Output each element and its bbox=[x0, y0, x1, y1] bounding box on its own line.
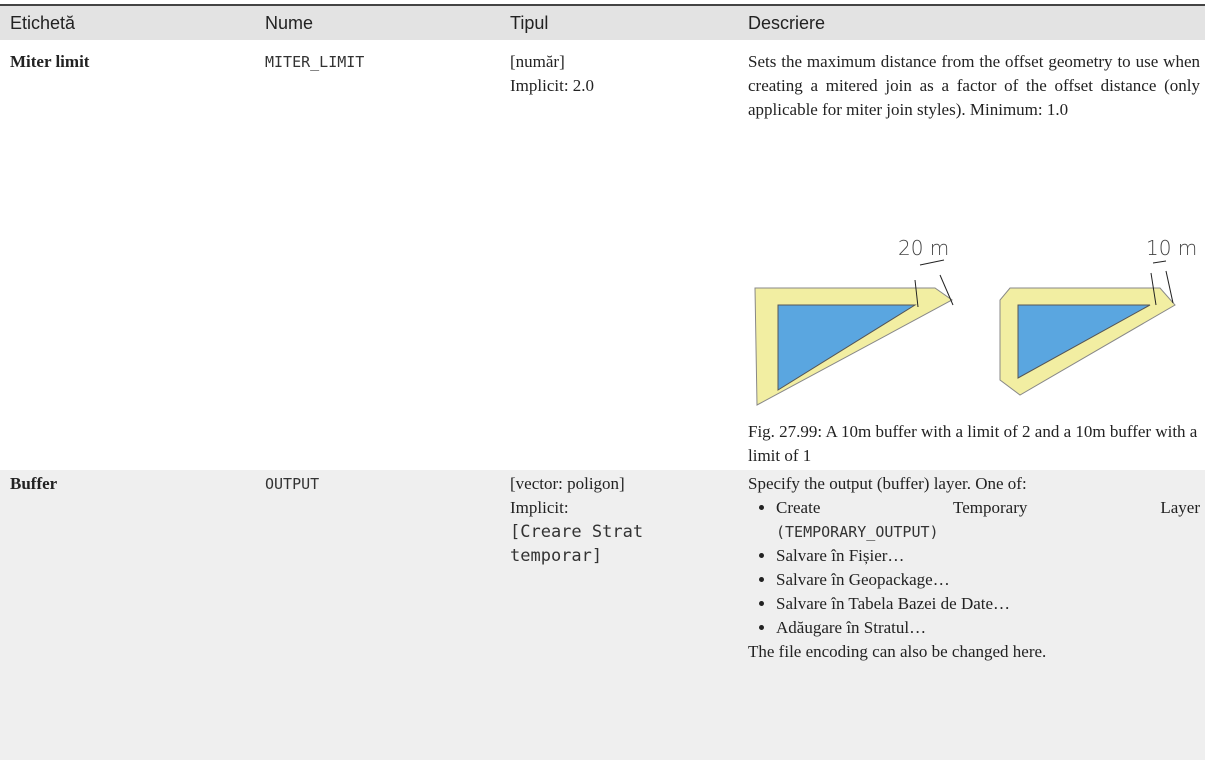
note: The file encoding can also be changed he… bbox=[748, 642, 1047, 661]
dimension-arrow bbox=[1152, 260, 1167, 264]
polygon-shape bbox=[777, 304, 917, 391]
description: Sets the maximum distance from the offse… bbox=[748, 52, 1200, 119]
option: Create Temporary Layer (TEMPORARY_OUTPUT) bbox=[776, 496, 1200, 544]
label: Miter limit bbox=[10, 52, 90, 71]
option: Salvare în Tabela Bazei de Date… bbox=[776, 592, 1200, 616]
header-cell: Etichetă bbox=[10, 13, 76, 33]
header-cell: Tipul bbox=[510, 13, 549, 33]
description-text: Specify the output (buffer) layer. One o… bbox=[748, 474, 1027, 493]
dimension-line bbox=[914, 279, 919, 308]
figure: 20 m 10 m bbox=[754, 236, 1197, 406]
header-cell: Descriere bbox=[748, 13, 826, 33]
option-text: Salvare în Tabela Bazei de Date… bbox=[776, 594, 1011, 613]
option-text: Create Temporary Layer bbox=[776, 498, 1200, 517]
option-list: Create Temporary Layer (TEMPORARY_OUTPUT)… bbox=[748, 496, 1200, 640]
default: Implicit: bbox=[510, 498, 569, 517]
option: Salvare în Geopackage… bbox=[776, 568, 1200, 592]
default: Implicit: 2.0 bbox=[510, 76, 595, 95]
dimension-arrow bbox=[919, 259, 945, 266]
figure-label: 20 m bbox=[898, 236, 949, 260]
param-name: OUTPUT bbox=[265, 475, 320, 493]
figure-caption: Fig. 27.99: A 10m buffer with a limit of… bbox=[748, 422, 1198, 465]
option: Salvare în Fișier… bbox=[776, 544, 1200, 568]
label: Buffer bbox=[10, 474, 58, 493]
param-name: MITER_LIMIT bbox=[265, 53, 365, 71]
header-cell: Nume bbox=[265, 13, 314, 33]
dimension-line bbox=[939, 274, 954, 306]
table-row: Miter limit MITER_LIMIT [număr] Implicit… bbox=[0, 40, 1205, 470]
option-text: Salvare în Geopackage… bbox=[776, 570, 950, 589]
description: Specify the output (buffer) layer. One o… bbox=[748, 472, 1200, 664]
type: [număr] bbox=[510, 52, 565, 71]
option: Adăugare în Stratul… bbox=[776, 616, 1200, 640]
figure-label: 10 m bbox=[1146, 236, 1197, 260]
table-header: Etichetă Nume Tipul Descriere bbox=[0, 4, 1205, 41]
option-code: (TEMPORARY_OUTPUT) bbox=[776, 523, 939, 541]
default-value: [Creare Strat temporar] bbox=[510, 522, 644, 566]
dimension-line bbox=[1165, 270, 1174, 304]
dimension-line bbox=[1150, 272, 1157, 306]
option-text: Adăugare în Stratul… bbox=[776, 618, 927, 637]
table-row: Buffer OUTPUT [vector: poligon] Implicit… bbox=[0, 470, 1205, 760]
polygon-shape bbox=[1017, 304, 1151, 379]
option-text: Salvare în Fișier… bbox=[776, 546, 905, 565]
type: [vector: poligon] bbox=[510, 474, 625, 493]
